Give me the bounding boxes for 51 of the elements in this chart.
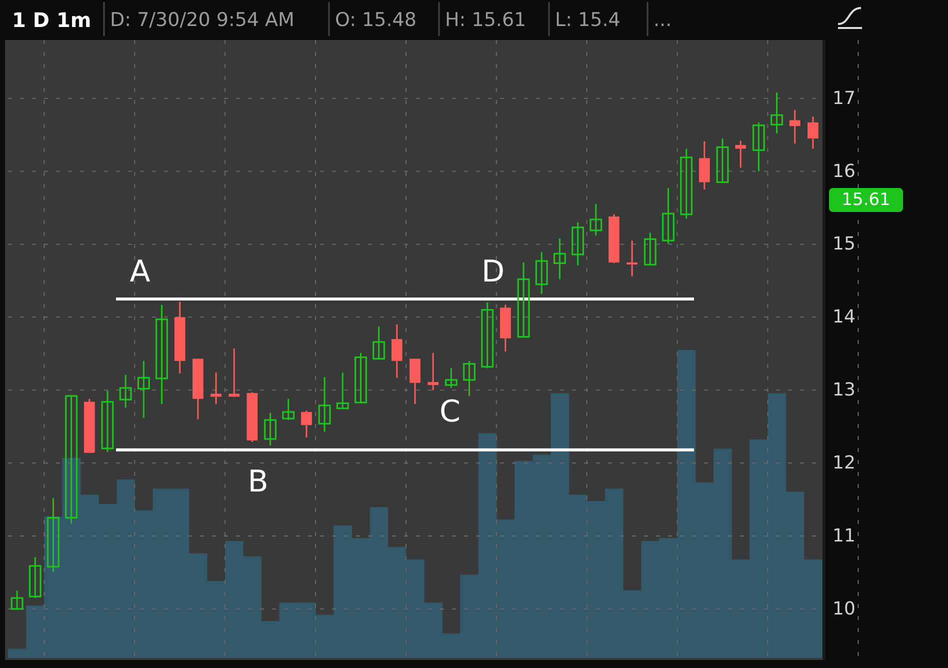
candlestick bbox=[662, 187, 674, 244]
candlestick bbox=[644, 232, 656, 266]
candlestick bbox=[680, 148, 693, 220]
candlestick bbox=[101, 390, 114, 453]
y-tick-label: 14 bbox=[832, 306, 856, 328]
text: ... bbox=[654, 9, 672, 31]
candlestick bbox=[318, 376, 331, 432]
candlestick bbox=[572, 222, 584, 266]
candlestick bbox=[137, 360, 150, 419]
candlestick bbox=[10, 590, 24, 610]
y-tick-label: 17 bbox=[832, 88, 856, 109]
candlestick bbox=[119, 374, 132, 408]
candlestick bbox=[481, 302, 494, 369]
candlestick bbox=[444, 367, 458, 389]
candlestick bbox=[770, 92, 784, 134]
candlestick bbox=[65, 394, 78, 524]
y-tick-label: 10 bbox=[832, 598, 856, 620]
y-tick-label: 15 bbox=[832, 234, 856, 255]
candlestick bbox=[517, 262, 530, 338]
candlestick bbox=[336, 372, 349, 410]
annotation: C bbox=[440, 394, 460, 430]
y-tick-label: 13 bbox=[832, 380, 856, 401]
candlestick bbox=[553, 238, 566, 280]
chart-title: 1 D 1m bbox=[12, 8, 92, 32]
annotation: B bbox=[248, 464, 268, 500]
candlestick bbox=[463, 360, 476, 397]
candlestick bbox=[46, 497, 60, 572]
candlestick bbox=[716, 138, 729, 184]
text: D: 7/30/20 9:54 AM bbox=[110, 9, 294, 31]
text: O: 15.48 bbox=[335, 9, 416, 31]
text: H: 15.61 bbox=[445, 9, 526, 31]
candlestick bbox=[354, 352, 367, 404]
candlestick bbox=[789, 109, 800, 144]
candlestick bbox=[28, 556, 42, 599]
y-tick-label: 12 bbox=[832, 452, 856, 474]
text: 15.61 bbox=[842, 190, 890, 210]
candlestick bbox=[372, 326, 386, 360]
annotation: A bbox=[130, 254, 151, 290]
candlestick bbox=[535, 252, 548, 295]
candlestick bbox=[735, 140, 746, 168]
text: L: 15.4 bbox=[555, 9, 620, 31]
candlestick bbox=[264, 412, 277, 446]
candlestick bbox=[156, 304, 168, 405]
candlestick bbox=[428, 352, 439, 391]
candlestick bbox=[282, 398, 295, 421]
candlestick bbox=[391, 324, 402, 378]
y-tick-label: 11 bbox=[832, 526, 856, 546]
candlestick bbox=[752, 122, 765, 172]
annotation: D bbox=[481, 254, 505, 290]
y-tick-label: 16 bbox=[832, 160, 856, 182]
candlestick bbox=[590, 203, 602, 236]
